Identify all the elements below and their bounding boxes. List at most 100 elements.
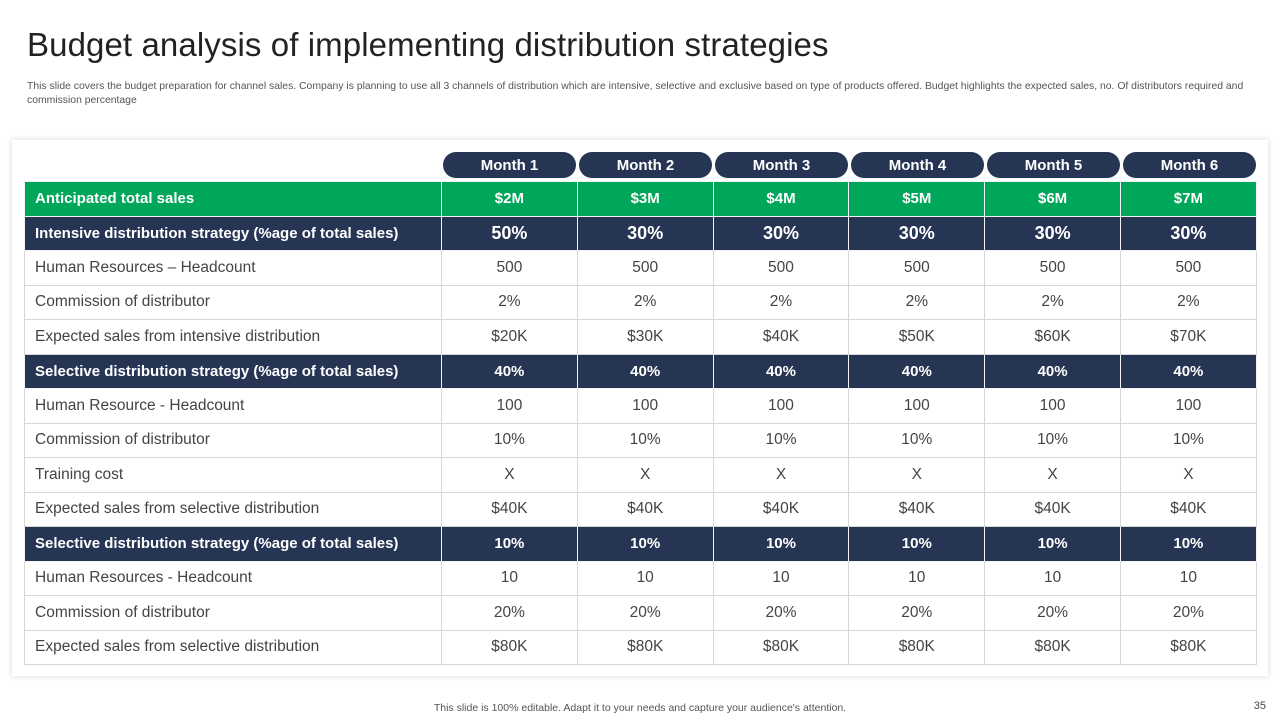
- month-6-value: 100: [1119, 388, 1257, 424]
- month-3-header: Month 3: [715, 152, 848, 178]
- month-6-value: $80K: [1119, 629, 1257, 665]
- month-2-value: $3M: [576, 181, 714, 217]
- page-title: Budget analysis of implementing distribu…: [27, 26, 829, 63]
- month-6-header: Month 6: [1123, 152, 1256, 178]
- month-1-value: $40K: [441, 491, 578, 527]
- month-1-value: 500: [441, 250, 578, 286]
- row-label: Anticipated total sales: [24, 181, 442, 217]
- table-section-row: Intensive distribution strategy (%age of…: [24, 215, 1257, 251]
- month-3-value: X: [712, 457, 850, 493]
- month-3-value: 30%: [712, 215, 850, 251]
- row-label: Expected sales from selective distributi…: [24, 491, 442, 527]
- month-4-value: $40K: [848, 491, 986, 527]
- month-5-value: 40%: [984, 353, 1121, 389]
- month-1-header: Month 1: [443, 152, 576, 178]
- month-4-value: 10%: [848, 422, 986, 458]
- month-6-value: 10: [1119, 560, 1257, 596]
- month-3-value: 20%: [712, 595, 850, 631]
- row-label: Intensive distribution strategy (%age of…: [24, 215, 442, 251]
- month-5-value: 500: [984, 250, 1121, 286]
- table-row: Expected sales from intensive distributi…: [24, 319, 1257, 355]
- month-1-value: 10%: [441, 526, 578, 562]
- month-6-value: 40%: [1119, 353, 1257, 389]
- table-row: Human Resources – Headcount 500 500 500 500 5…: [24, 250, 1257, 286]
- row-label: Human Resources - Headcount: [24, 560, 442, 596]
- month-5-value: 10: [984, 560, 1121, 596]
- footer-note: This slide is 100% editable. Adapt it to…: [433, 702, 847, 714]
- table-row: Commission of distributor 20% 20% 20% 20% 20%…: [24, 595, 1257, 631]
- table-section-row: Selective distribution strategy (%age of…: [24, 526, 1257, 562]
- month-1-value: $20K: [441, 319, 578, 355]
- slide-description: This slide covers the budget preparation…: [27, 81, 1244, 106]
- month-5-value: 30%: [984, 215, 1121, 251]
- month-5-value: $80K: [984, 629, 1121, 665]
- month-2-value: $80K: [576, 629, 714, 665]
- month-5-value: $40K: [984, 491, 1121, 527]
- month-5-value: 10%: [984, 422, 1121, 458]
- table-row: Expected sales from selective distributi…: [24, 491, 1257, 527]
- row-label: Expected sales from selective distributi…: [24, 629, 442, 665]
- month-2-value: 30%: [576, 215, 714, 251]
- month-5-value: 20%: [984, 595, 1121, 631]
- month-1-value: 10%: [441, 422, 578, 458]
- month-2-value: 10%: [576, 526, 714, 562]
- month-2-header: Month 2: [579, 152, 712, 178]
- month-3-value: 10: [712, 560, 850, 596]
- month-2-value: 2%: [576, 284, 714, 320]
- month-3-value: 10%: [712, 422, 850, 458]
- row-label: Human Resource - Headcount: [24, 388, 442, 424]
- month-1-value: $2M: [441, 181, 578, 217]
- row-label: Training cost: [24, 457, 442, 493]
- month-1-value: 50%: [441, 215, 578, 251]
- month-3-value: 10%: [712, 526, 850, 562]
- month-4-value: 10: [848, 560, 986, 596]
- row-label: Commission of distributor: [24, 422, 442, 458]
- month-6-value: 30%: [1119, 215, 1257, 251]
- month-3-value: $40K: [712, 319, 850, 355]
- month-4-value: X: [848, 457, 986, 493]
- month-6-value: $70K: [1119, 319, 1257, 355]
- month-4-value: 10%: [848, 526, 986, 562]
- month-2-value: 100: [576, 388, 714, 424]
- month-3-value: $40K: [712, 491, 850, 527]
- page-number: 35: [1253, 700, 1266, 712]
- month-4-value: $80K: [848, 629, 986, 665]
- month-3-value: 2%: [712, 284, 850, 320]
- month-3-value: 40%: [712, 353, 850, 389]
- month-5-value: 100: [984, 388, 1121, 424]
- budget-table: Anticipated total sales $2M $3M $4M $5M $6M $7…: [24, 181, 1257, 665]
- row-label: Commission of distributor: [24, 284, 442, 320]
- month-5-value: 10%: [984, 526, 1121, 562]
- month-1-value: 20%: [441, 595, 578, 631]
- month-4-value: $5M: [848, 181, 986, 217]
- row-label: Selective distribution strategy (%age of…: [24, 526, 442, 562]
- month-1-value: 10: [441, 560, 578, 596]
- row-label: Commission of distributor: [24, 595, 442, 631]
- month-4-value: $50K: [848, 319, 986, 355]
- row-label: Human Resources – Headcount: [24, 250, 442, 286]
- month-1-value: $80K: [441, 629, 578, 665]
- month-4-value: 30%: [848, 215, 986, 251]
- month-4-value: 2%: [848, 284, 986, 320]
- month-6-value: 2%: [1119, 284, 1257, 320]
- month-header-row: Month 1 Month 2 Month 3 Month 4 Month 5 …: [443, 152, 1256, 178]
- month-4-value: 500: [848, 250, 986, 286]
- month-6-value: $7M: [1119, 181, 1257, 217]
- row-label: Expected sales from intensive distributi…: [24, 319, 442, 355]
- table-row: Commission of distributor 10% 10% 10% 10% 10%…: [24, 422, 1257, 458]
- month-6-value: 10%: [1119, 422, 1257, 458]
- month-2-value: 10: [576, 560, 714, 596]
- month-1-value: 2%: [441, 284, 578, 320]
- month-4-value: 40%: [848, 353, 986, 389]
- month-4-value: 20%: [848, 595, 986, 631]
- month-2-value: 500: [576, 250, 714, 286]
- month-1-value: 40%: [441, 353, 578, 389]
- month-5-value: $6M: [984, 181, 1121, 217]
- month-2-value: $40K: [576, 491, 714, 527]
- month-2-value: 20%: [576, 595, 714, 631]
- month-5-value: 2%: [984, 284, 1121, 320]
- table-row: Training cost X X X X X X: [24, 457, 1257, 493]
- table-section-row: Anticipated total sales $2M $3M $4M $5M $6M $7…: [24, 181, 1257, 217]
- month-4-value: 100: [848, 388, 986, 424]
- month-2-value: 40%: [576, 353, 714, 389]
